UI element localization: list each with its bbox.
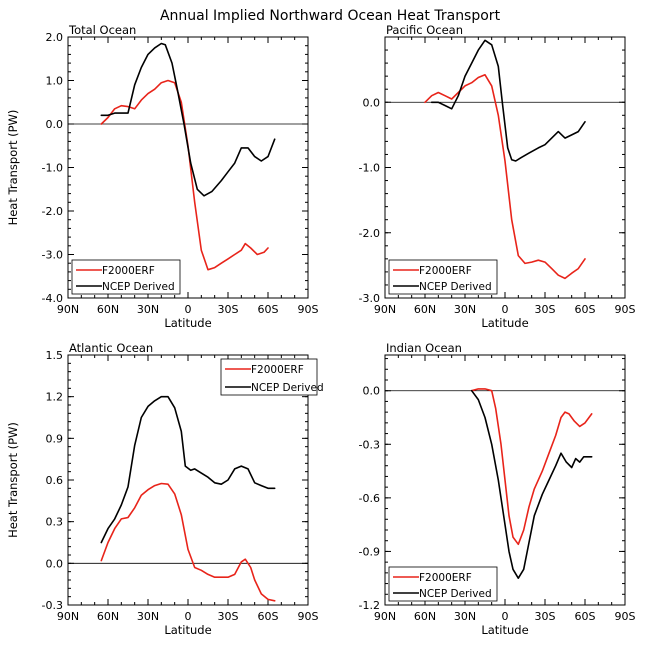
panel-4-xtick-label: 30N [454,610,476,623]
panel-4-xtick-label: 60N [414,610,436,623]
panel-3-xtick-label: 30S [218,610,239,623]
panel-4-series-f2000erf-line [470,388,593,546]
panel-4-xtick-label: 90N [374,610,396,623]
panel-4-ytick-label: -0.9 [359,545,380,558]
panel-1-ytick-label: -3.0 [42,249,63,262]
panel-4-legend-label-2: NCEP Derived [419,588,492,600]
panel-1-ylabel: Heat Transport (PW) [6,110,20,226]
panel-3: 90N 60N 30N 0 30S 60S 90S -0.3 0.0 0.3 0.6 0.9 1.2 1.… [6,341,324,637]
panel-4-ytick-label: 0.0 [363,385,381,398]
panel-2-legend-label-2: NCEP Derived [419,281,492,293]
panel-3-legend: F2000ERF NCEP Derived [220,358,324,396]
panel-2-legend-label-1: F2000ERF [419,265,472,277]
figure-title: Annual Implied Northward Ocean Heat Tran… [160,8,501,24]
panel-2-series-f2000erf-line [424,74,586,280]
panel-3-xtick-label: 30N [137,610,159,623]
panel-3-ytick-label: 0.9 [46,432,64,445]
panel-4-legend-label-1: F2000ERF [419,572,472,584]
panel-1-xtick-label: 90N [57,303,79,316]
panel-3-title: Atlantic Ocean [69,341,153,355]
panel-4-xtick-label: 30S [535,610,556,623]
panel-1-frame [67,36,309,299]
panel-3-xtick-label: 90N [57,610,79,623]
panel-2-ytick-label: -3.0 [359,292,380,305]
panel-4-xtick-label: 90S [615,610,636,623]
panel-1-xtick-label: 30S [218,303,239,316]
panel-2-xtick-label: 30N [454,303,476,316]
panel-3-xlabel: Latitude [164,623,211,637]
panel-1-ytick-label: 1.0 [46,75,64,88]
panel-3-ytick-label: 0.6 [46,474,64,487]
panel-4: 90N 60N 30N 0 30S 60S 90S -1.2 -0.9 -0.6 -0.3 0.0 In… [359,341,636,637]
panel-2: 90N 60N 30N 0 30S 60S 90S -3.0 -2.0 -1.0 0.0 Pacifi… [359,23,636,330]
panel-1-series-f2000erf-line [100,79,269,271]
panel-4-xtick-label: 60S [575,610,596,623]
panel-1-title: Total Ocean [68,23,136,37]
panel-1-xtick-label: 30N [137,303,159,316]
panel-3-ytick-label: 0.3 [46,516,64,529]
panel-3-legend-label-1: F2000ERF [251,364,304,376]
panel-2-legend-box [388,259,498,295]
panel-1-ytick-label: -1.0 [42,162,63,175]
panel-2-xtick-label: 0 [502,303,509,316]
panel-2-xtick-label: 90S [615,303,636,316]
panel-2-xtick-label: 60S [575,303,596,316]
panel-3-legend-box [220,358,318,396]
panel-3-ylabel: Heat Transport (PW) [6,422,20,538]
panel-2-xtick-label: 60N [414,303,436,316]
panel-1-xlabel: Latitude [164,316,211,330]
panel-2-ytick-label: 0.0 [363,96,381,109]
panel-2-xlabel: Latitude [481,316,528,330]
panel-3-legend-label-2: NCEP Derived [251,382,324,394]
panel-4-series-ncep-derived-line [470,389,593,579]
panel-1-ytick-label: 2.0 [46,31,64,44]
panel-3-series-ncep-derived-line [100,395,276,544]
panel-1-legend: F2000ERF NCEP Derived [71,259,181,295]
panel-2-ytick-label: -2.0 [359,227,380,240]
panel-2-title: Pacific Ocean [386,23,463,37]
panel-4-legend-box [388,566,498,602]
panel-3-ytick-label: 0.0 [46,557,64,570]
panel-3-xtick-label: 60S [258,610,279,623]
panel-3-ytick-label: -0.3 [42,599,63,612]
panel-2-legend: F2000ERF NCEP Derived [388,259,498,295]
panel-2-ytick-label: -1.0 [359,162,380,175]
panel-4-title: Indian Ocean [386,341,462,355]
panel-1-ytick-label: 0.0 [46,118,64,131]
panel-2-xtick-label: 30S [535,303,556,316]
panel-3-xtick-label: 90S [298,610,319,623]
panel-4-legend: F2000ERF NCEP Derived [388,566,498,602]
panel-1-series-ncep-derived-line [100,42,276,197]
panel-1-xtick-label: 60N [97,303,119,316]
panel-1-ytick-label: -4.0 [42,292,63,305]
panel-1-xtick-label: 0 [185,303,192,316]
panel-4-ytick-label: -1.2 [359,599,380,612]
panel-3-xtick-label: 0 [185,610,192,623]
panel-1-xtick-label: 60S [258,303,279,316]
panel-1: 90N 60N 30N 0 30S 60S 90S -4.0 -3.0 -2.0 -1.0 0.0 1.… [6,23,319,330]
panel-3-ytick-label: 1.5 [46,349,64,362]
panel-1-xtick-label: 90S [298,303,319,316]
panel-2-series-ncep-derived-line [430,39,586,162]
panel-4-xlabel: Latitude [481,623,528,637]
panel-3-xtick-label: 60N [97,610,119,623]
panel-1-legend-box [71,259,181,295]
panel-4-ytick-label: -0.3 [359,438,380,451]
panel-2-xtick-label: 90N [374,303,396,316]
panel-3-series-f2000erf-line [100,482,276,602]
panel-4-xtick-label: 0 [502,610,509,623]
panel-4-ytick-label: -0.6 [359,492,380,505]
panel-1-ytick-label: -2.0 [42,205,63,218]
panel-3-ytick-label: 1.2 [46,391,64,404]
panel-1-legend-label-2: NCEP Derived [102,281,175,293]
panel-1-legend-label-1: F2000ERF [102,265,155,277]
